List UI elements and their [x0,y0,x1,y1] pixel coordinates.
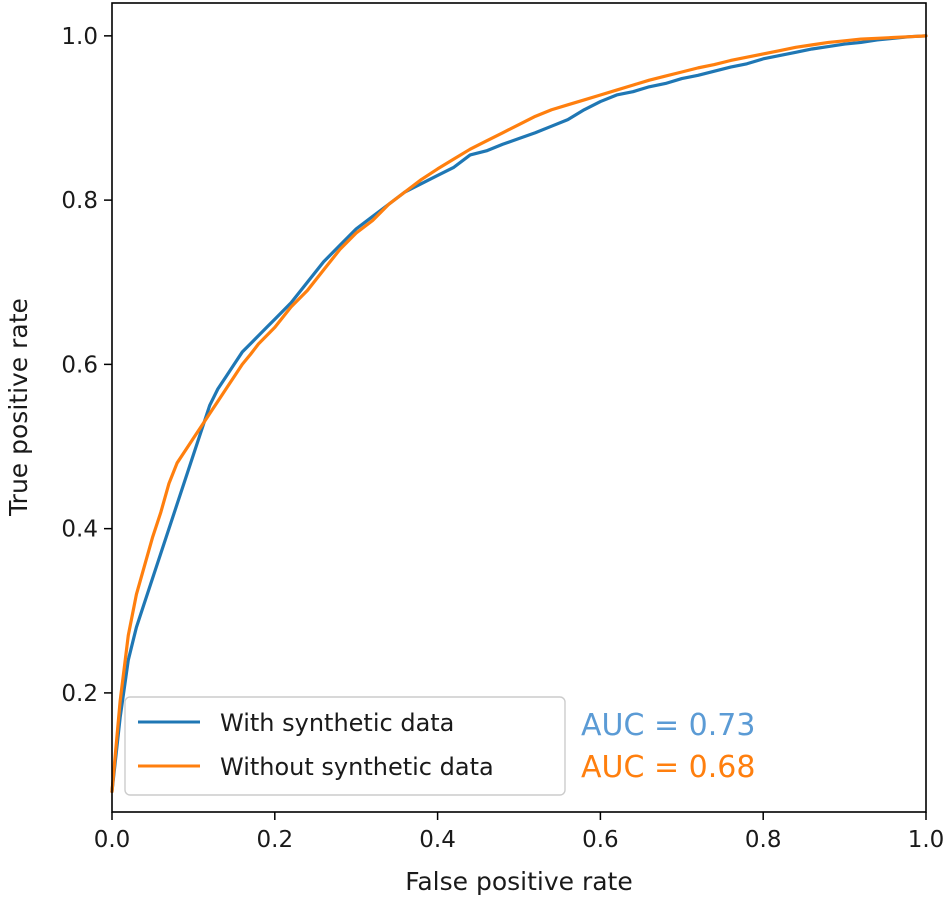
y-tick-label: 0.4 [61,517,98,543]
x-tick-label: 0.4 [419,827,456,853]
x-tick-label: 0.2 [257,827,294,853]
series-line-0 [110,34,928,794]
y-tick-label: 0.8 [61,188,98,214]
y-tick-label: 0.2 [61,681,98,707]
axes-frame [111,2,927,813]
series-line-1 [110,34,928,794]
y-axis-label: True positive rate [4,298,33,517]
ticks-layer: 0.0 0.2 0.4 0.6 0.8 1.0 0.2 0.4 0.6 0.8 1.0 [61,24,944,853]
series-layer [110,34,928,794]
x-tick-label: 0.0 [94,827,131,853]
y-tick-label: 1.0 [61,24,98,50]
auc-annotation-with-synthetic: AUC = 0.73 [581,708,755,743]
x-tick-label: 0.8 [745,827,782,853]
x-tick-label: 0.6 [582,827,619,853]
legend-label-without-synthetic: Without synthetic data [220,753,494,781]
x-tick-label: 1.0 [908,827,945,853]
auc-annotation-without-synthetic: AUC = 0.68 [581,750,755,785]
legend-label-with-synthetic: With synthetic data [220,709,454,737]
y-tick-label: 0.6 [61,352,98,378]
legend-box [124,696,566,796]
legend: With synthetic data Without synthetic da… [124,696,566,796]
x-axis-label: False positive rate [405,867,633,896]
